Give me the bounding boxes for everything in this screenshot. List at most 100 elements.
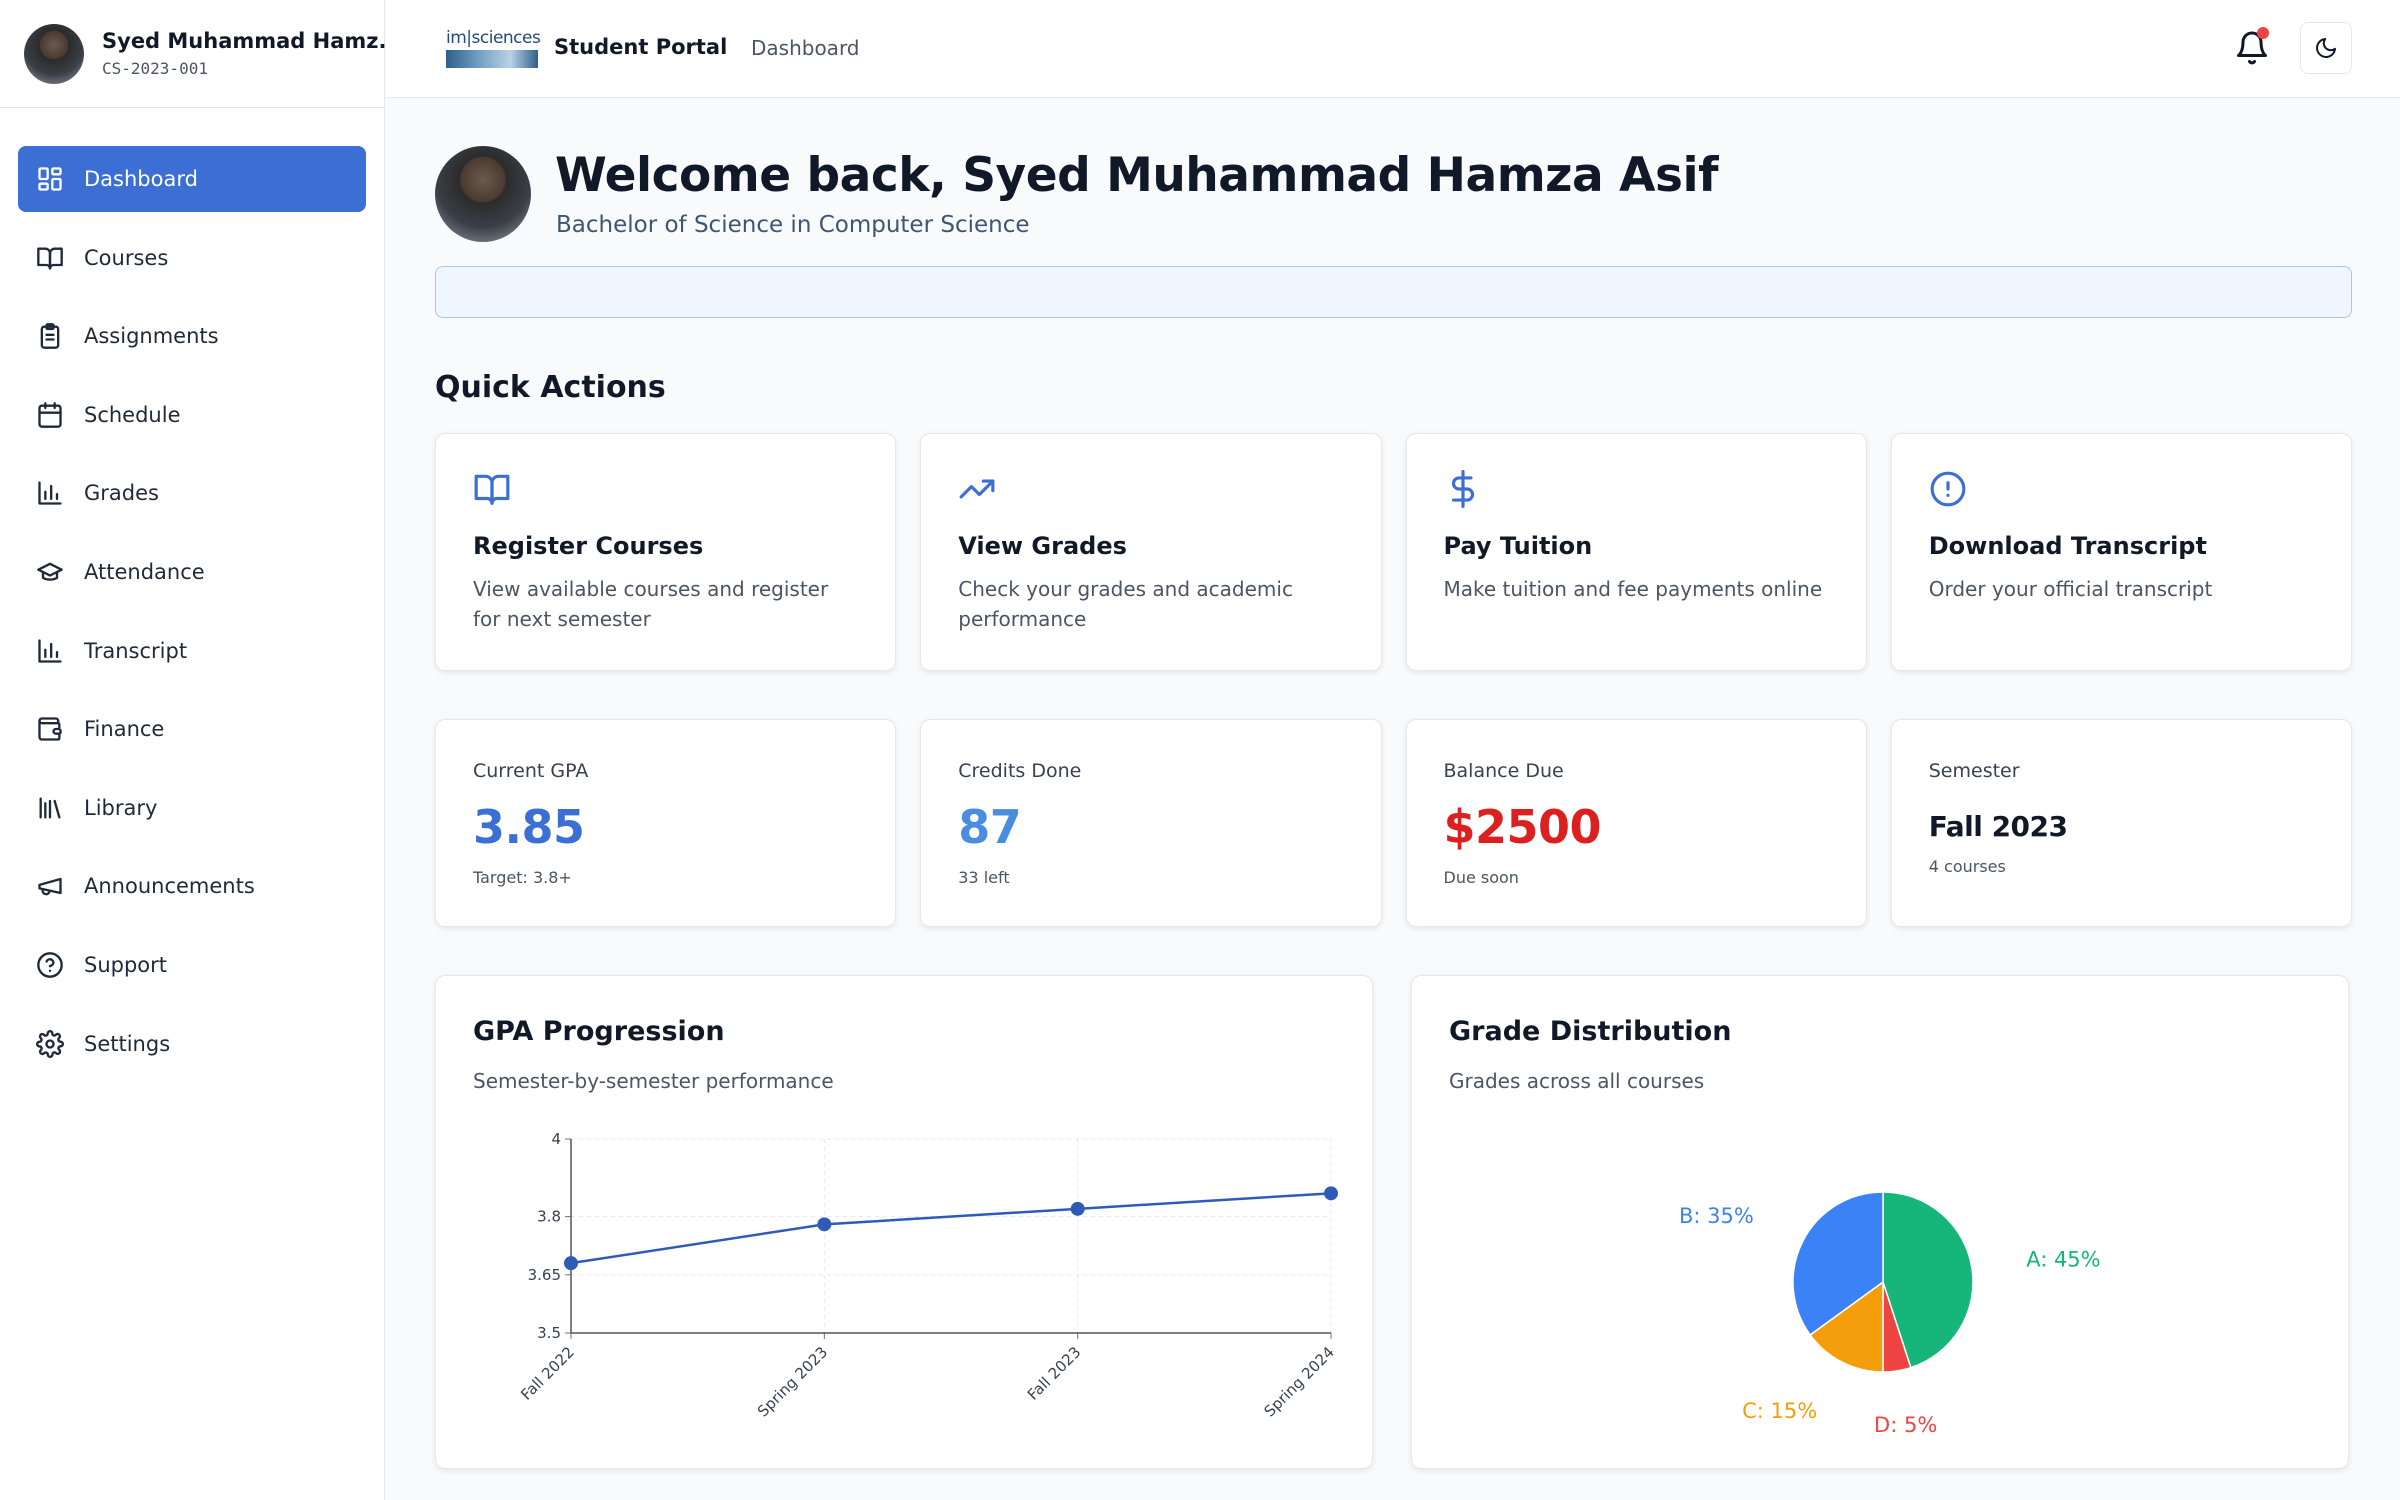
sidebar-item-label: Library (84, 795, 158, 820)
sidebar-item-label: Settings (84, 1031, 171, 1056)
sidebar-item-transcript[interactable]: Transcript (18, 618, 366, 684)
moon-icon (2316, 38, 2336, 58)
action-title: Download Transcript (1928, 532, 2207, 560)
sidebar-item-attendance[interactable]: Attendance (18, 539, 366, 605)
balance-stat-card: Balance Due $2500 Due soon (1405, 719, 1867, 927)
pay-tuition-card[interactable]: Pay Tuition Make tuition and fee payment… (1405, 433, 1867, 671)
notification-dot (2257, 27, 2269, 39)
calendar-icon (38, 401, 62, 428)
sidebar-item-courses[interactable]: Courses (18, 225, 366, 291)
credits-stat-card: Credits Done 87 33 left (920, 719, 1382, 927)
sidebar-item-library[interactable]: Library (18, 775, 366, 841)
view-grades-card[interactable]: View Grades Check your grades and academ… (920, 433, 1382, 671)
bar-chart-icon (38, 481, 62, 506)
institution-logo[interactable]: im|sciences (446, 28, 541, 68)
sidebar-item-dashboard[interactable]: Dashboard (18, 146, 366, 212)
help-circle-icon (37, 952, 63, 978)
gpa-line-chart: 3.5 3.65 3.8 4 Fall 2022 Spring 2023 Fall 2023… (517, 1130, 1338, 1420)
page-title: Welcome back, Syed Muhammad Hamza Asif (555, 148, 1719, 203)
gear-icon (36, 1029, 64, 1058)
dashboard-grid-icon (38, 167, 62, 191)
register-courses-card[interactable]: Register Courses View available courses … (435, 433, 897, 671)
data-point (817, 1217, 832, 1232)
breadcrumb[interactable]: Dashboard (751, 36, 860, 60)
data-point (564, 1256, 578, 1271)
library-icon (39, 797, 61, 819)
sidebar-item-label: Finance (84, 717, 165, 742)
grade-chart-card: Grade Distribution Grades across all cou… (1411, 975, 2349, 1469)
y-tick-label: 3.65 (528, 1266, 561, 1284)
sidebar-item-support[interactable]: Support (18, 932, 366, 998)
y-tick-label: 3.8 (537, 1208, 561, 1226)
sidebar-item-schedule[interactable]: Schedule (18, 382, 366, 448)
stat-label: Balance Due (1443, 760, 1564, 782)
top-bar: im|sciences Student Portal Dashboard (386, 0, 2400, 98)
sidebar-item-label: Support (84, 952, 168, 977)
student-id: CS-2023-001 (102, 59, 208, 78)
action-description: Make tuition and fee payments online (1443, 577, 1823, 601)
download-transcript-card[interactable]: Download Transcript Order your official … (1890, 433, 2352, 671)
chart-title: Grade Distribution (1449, 1016, 1732, 1047)
action-description: Order your official transcript (1928, 577, 2213, 601)
sidebar-item-label: Attendance (84, 559, 205, 584)
gpa-series-line (570, 1192, 1332, 1265)
credits-value: 87 (958, 800, 1022, 854)
alert-circle-icon (1930, 471, 1966, 507)
sidebar-item-assignments[interactable]: Assignments (18, 303, 366, 369)
logo-text: im|sciences (446, 28, 541, 48)
quick-actions-heading: Quick Actions (435, 370, 666, 405)
balance-value: $2500 (1443, 800, 1602, 854)
action-title: Register Courses (473, 532, 704, 560)
pie-slice-label: D: 5% (1874, 1413, 1937, 1437)
sidebar-item-announcements[interactable]: Announcements (18, 853, 366, 919)
theme-toggle-button[interactable] (2300, 22, 2352, 74)
chart-subtitle: Grades across all courses (1449, 1069, 1705, 1093)
graduation-cap-icon (37, 562, 63, 581)
action-description: Check your grades and academic performan… (958, 577, 1293, 631)
action-title: View Grades (958, 532, 1127, 560)
gpa-chart-card: GPA Progression Semester-by-semester per… (435, 975, 1373, 1469)
sidebar-item-label: Dashboard (84, 167, 198, 191)
sidebar-item-label: Courses (84, 245, 169, 270)
profile-name: Syed Muhammad Hamz... (102, 29, 403, 53)
sidebar-item-grades[interactable]: Grades (18, 460, 366, 526)
sidebar-item-settings[interactable]: Settings (18, 1011, 366, 1077)
stat-label: Semester (1928, 760, 2020, 782)
grade-pie-chart: A: 45% D: 5% C: 15% B: 35% (1679, 1191, 2101, 1437)
chart-title: GPA Progression (473, 1016, 725, 1047)
pie-slice-label: A: 45% (2026, 1247, 2100, 1271)
trending-up-icon (959, 479, 995, 499)
stat-label: Current GPA (473, 760, 589, 782)
pie-slice (1792, 1191, 1884, 1336)
book-icon (474, 474, 510, 505)
main-content: Welcome back, Syed Muhammad Hamza Asif B… (435, 98, 2352, 1469)
pie-slice-label: C: 15% (1742, 1399, 1817, 1423)
sidebar: Syed Muhammad Hamz... CS-2023-001 Dashbo… (0, 0, 402, 1500)
stat-sub: Due soon (1443, 868, 1519, 887)
action-title: Pay Tuition (1443, 532, 1593, 560)
chart-subtitle: Semester-by-semester performance (473, 1069, 834, 1093)
wallet-icon (38, 717, 62, 741)
clipboard-icon (40, 323, 60, 350)
profile-header[interactable]: Syed Muhammad Hamz... CS-2023-001 (0, 0, 402, 108)
info-banner (435, 266, 2352, 318)
notification-bell-icon[interactable] (2234, 30, 2270, 66)
stat-sub: 33 left (958, 868, 1010, 887)
action-description: View available courses and register for … (473, 577, 829, 631)
sidebar-nav: Dashboard Courses Assignments Schedule G… (0, 108, 384, 1077)
semester-value: Fall 2023 (1928, 810, 2068, 843)
sidebar-item-label: Assignments (84, 324, 219, 349)
sidebar-item-finance[interactable]: Finance (18, 696, 366, 762)
logo-graphic (446, 50, 538, 68)
stat-label: Credits Done (958, 760, 1082, 782)
pie-slice (1882, 1191, 1974, 1369)
sidebar-item-label: Grades (84, 481, 159, 506)
sidebar-item-label: Schedule (84, 402, 181, 427)
sidebar-item-label: Transcript (84, 638, 188, 663)
book-icon (37, 247, 63, 270)
stats-row: Current GPA 3.85 Target: 3.8+ Credits Do… (435, 719, 2352, 927)
y-tick-label: 4 (551, 1130, 561, 1148)
x-tick-label: Spring 2024 (1260, 1343, 1337, 1420)
quick-actions: Register Courses View available courses … (435, 433, 2352, 671)
x-tick-label: Fall 2022 (517, 1343, 578, 1404)
